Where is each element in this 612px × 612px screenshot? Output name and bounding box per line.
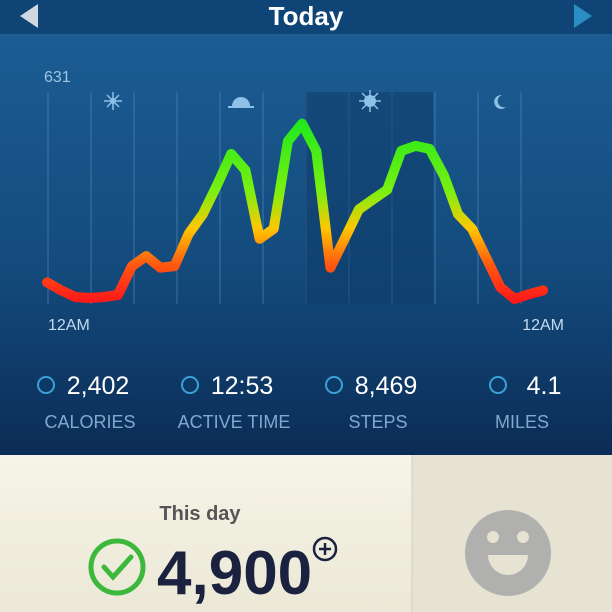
stat-value: 4.1 (527, 372, 562, 400)
summary-value: 4,900 (157, 539, 312, 608)
activity-curve (42, 118, 548, 304)
stat-icon (37, 376, 55, 394)
x-label: 12AM (522, 317, 564, 334)
smiley[interactable] (465, 510, 551, 596)
next-arrow[interactable] (574, 4, 592, 28)
stat-value: 12:53 (211, 372, 274, 400)
max-label: 631 (44, 69, 71, 86)
stat-label: ACTIVE TIME (178, 412, 291, 432)
stat-label: CALORIES (44, 412, 135, 432)
time-icons (104, 90, 506, 112)
add-plus (319, 543, 331, 555)
title: Today (269, 1, 344, 31)
stat-value: 8,469 (355, 372, 418, 400)
stat-icon (325, 376, 343, 394)
x-label: 12AM (48, 317, 90, 334)
stat-label: MILES (495, 412, 549, 432)
top-bar (0, 0, 612, 34)
smiley-eye (517, 531, 529, 543)
check-mark (101, 554, 134, 581)
summary-caption: This day (159, 503, 241, 525)
stat-value: 2,402 (67, 372, 130, 400)
add-button[interactable] (312, 536, 338, 562)
smiley-mouth (488, 555, 528, 575)
stats: 2,402 CALORIES 12:53 ACTIVE TIME 8,469 STEPS 4… (37, 372, 562, 432)
stat-icon (181, 376, 199, 394)
stat-label: STEPS (348, 412, 407, 432)
prev-arrow[interactable] (20, 4, 38, 28)
check-circle (88, 538, 146, 596)
smiley-eye (487, 531, 499, 543)
stat-icon (489, 376, 507, 394)
